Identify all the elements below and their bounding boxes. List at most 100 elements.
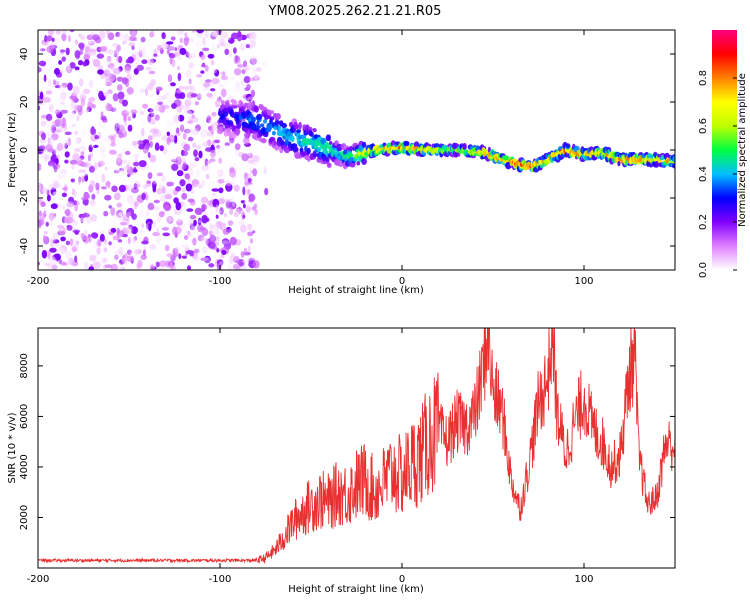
noise-blob xyxy=(251,67,258,73)
noise-blob xyxy=(211,192,217,197)
noise-blob xyxy=(189,252,194,257)
noise-blob xyxy=(112,176,120,180)
noise-blob xyxy=(100,152,106,160)
noise-blob xyxy=(145,209,150,218)
noise-blob xyxy=(54,67,60,76)
noise-blob xyxy=(193,256,197,265)
noise-blob xyxy=(82,61,88,67)
colorbar: 0.0 0.2 0.4 0.6 0.8 Normalized spectral ampl… xyxy=(698,30,748,278)
noise-blob xyxy=(108,231,114,236)
noise-blob xyxy=(235,80,240,89)
noise-blob xyxy=(214,229,220,235)
noise-blob xyxy=(170,82,176,87)
noise-blob xyxy=(202,82,211,88)
noise-blob xyxy=(166,215,174,224)
noise-blob xyxy=(147,202,155,211)
noise-blob xyxy=(74,255,78,263)
snr-x-tick-label: 100 xyxy=(574,574,593,585)
noise-blob xyxy=(111,43,119,47)
noise-blob xyxy=(155,261,160,268)
noise-blob xyxy=(38,105,41,111)
noise-blob xyxy=(232,221,238,229)
noise-blob xyxy=(52,232,60,239)
noise-blob xyxy=(223,198,232,203)
noise-blob xyxy=(150,107,157,117)
noise-blob xyxy=(130,256,134,262)
signal-blob xyxy=(327,162,332,167)
noise-blob xyxy=(92,172,100,180)
noise-blob xyxy=(64,131,72,136)
noise-blob xyxy=(55,30,62,36)
noise-blob xyxy=(152,191,159,199)
noise-blob xyxy=(179,249,183,255)
noise-blob xyxy=(170,53,176,59)
noise-blob xyxy=(206,30,211,37)
noise-blob xyxy=(108,50,115,57)
noise-blob xyxy=(143,130,151,136)
noise-blob xyxy=(117,164,124,172)
noise-blob xyxy=(184,173,191,180)
noise-blob xyxy=(215,221,222,229)
noise-blob xyxy=(187,49,192,58)
noise-blob xyxy=(121,109,129,117)
noise-blob xyxy=(192,237,197,246)
noise-blob xyxy=(184,99,192,107)
noise-blob xyxy=(171,163,179,171)
noise-blob xyxy=(207,205,211,215)
noise-blob xyxy=(214,209,222,214)
noise-blob xyxy=(242,264,247,270)
noise-blob xyxy=(205,238,209,246)
noise-blob xyxy=(126,211,132,216)
snr-panel: -200 -100 0 100 2000 4000 6000 8000 Height of s… xyxy=(7,327,676,595)
noise-blob xyxy=(38,247,41,252)
noise-blob xyxy=(121,141,125,148)
noise-blob xyxy=(58,172,63,180)
signal-blob xyxy=(325,156,330,163)
noise-blob xyxy=(228,159,237,166)
signal-blob xyxy=(672,155,675,163)
noise-blob xyxy=(115,156,122,163)
noise-blob xyxy=(87,154,91,162)
noise-blob xyxy=(38,219,42,228)
noise-blob xyxy=(165,119,174,128)
noise-blob xyxy=(61,117,66,126)
noise-blob xyxy=(233,55,237,65)
noise-blob xyxy=(80,151,85,156)
noise-blob xyxy=(242,243,247,250)
noise-blob xyxy=(249,77,256,82)
noise-blob xyxy=(193,219,197,227)
noise-blob xyxy=(48,183,56,190)
noise-blob xyxy=(48,104,54,113)
noise-blob xyxy=(247,188,251,195)
signal-blob xyxy=(316,147,322,152)
noise-blob xyxy=(69,30,75,33)
noise-blob xyxy=(159,145,164,152)
noise-blob xyxy=(224,79,232,84)
noise-blob xyxy=(76,115,80,122)
noise-blob xyxy=(78,30,87,38)
noise-blob xyxy=(192,142,197,148)
noise-blob xyxy=(158,211,165,218)
noise-blob xyxy=(178,253,182,260)
noise-blob xyxy=(92,144,99,148)
noise-blob xyxy=(163,204,170,211)
noise-blob xyxy=(138,46,146,52)
noise-blob xyxy=(47,79,52,87)
noise-blob xyxy=(72,110,77,114)
noise-blob xyxy=(131,187,139,194)
noise-blob xyxy=(204,30,209,39)
noise-blob xyxy=(187,136,194,142)
noise-blob xyxy=(128,42,136,47)
noise-blob xyxy=(161,32,166,40)
noise-blob xyxy=(115,169,122,174)
noise-blob xyxy=(149,154,157,163)
noise-blob xyxy=(89,30,97,34)
noise-blob xyxy=(201,164,209,172)
noise-blob xyxy=(264,187,269,196)
noise-blob xyxy=(40,164,48,170)
noise-blob xyxy=(145,85,150,89)
noise-blob xyxy=(186,265,192,270)
noise-blob xyxy=(65,118,72,127)
noise-blob xyxy=(198,179,206,185)
noise-blob xyxy=(213,30,218,35)
